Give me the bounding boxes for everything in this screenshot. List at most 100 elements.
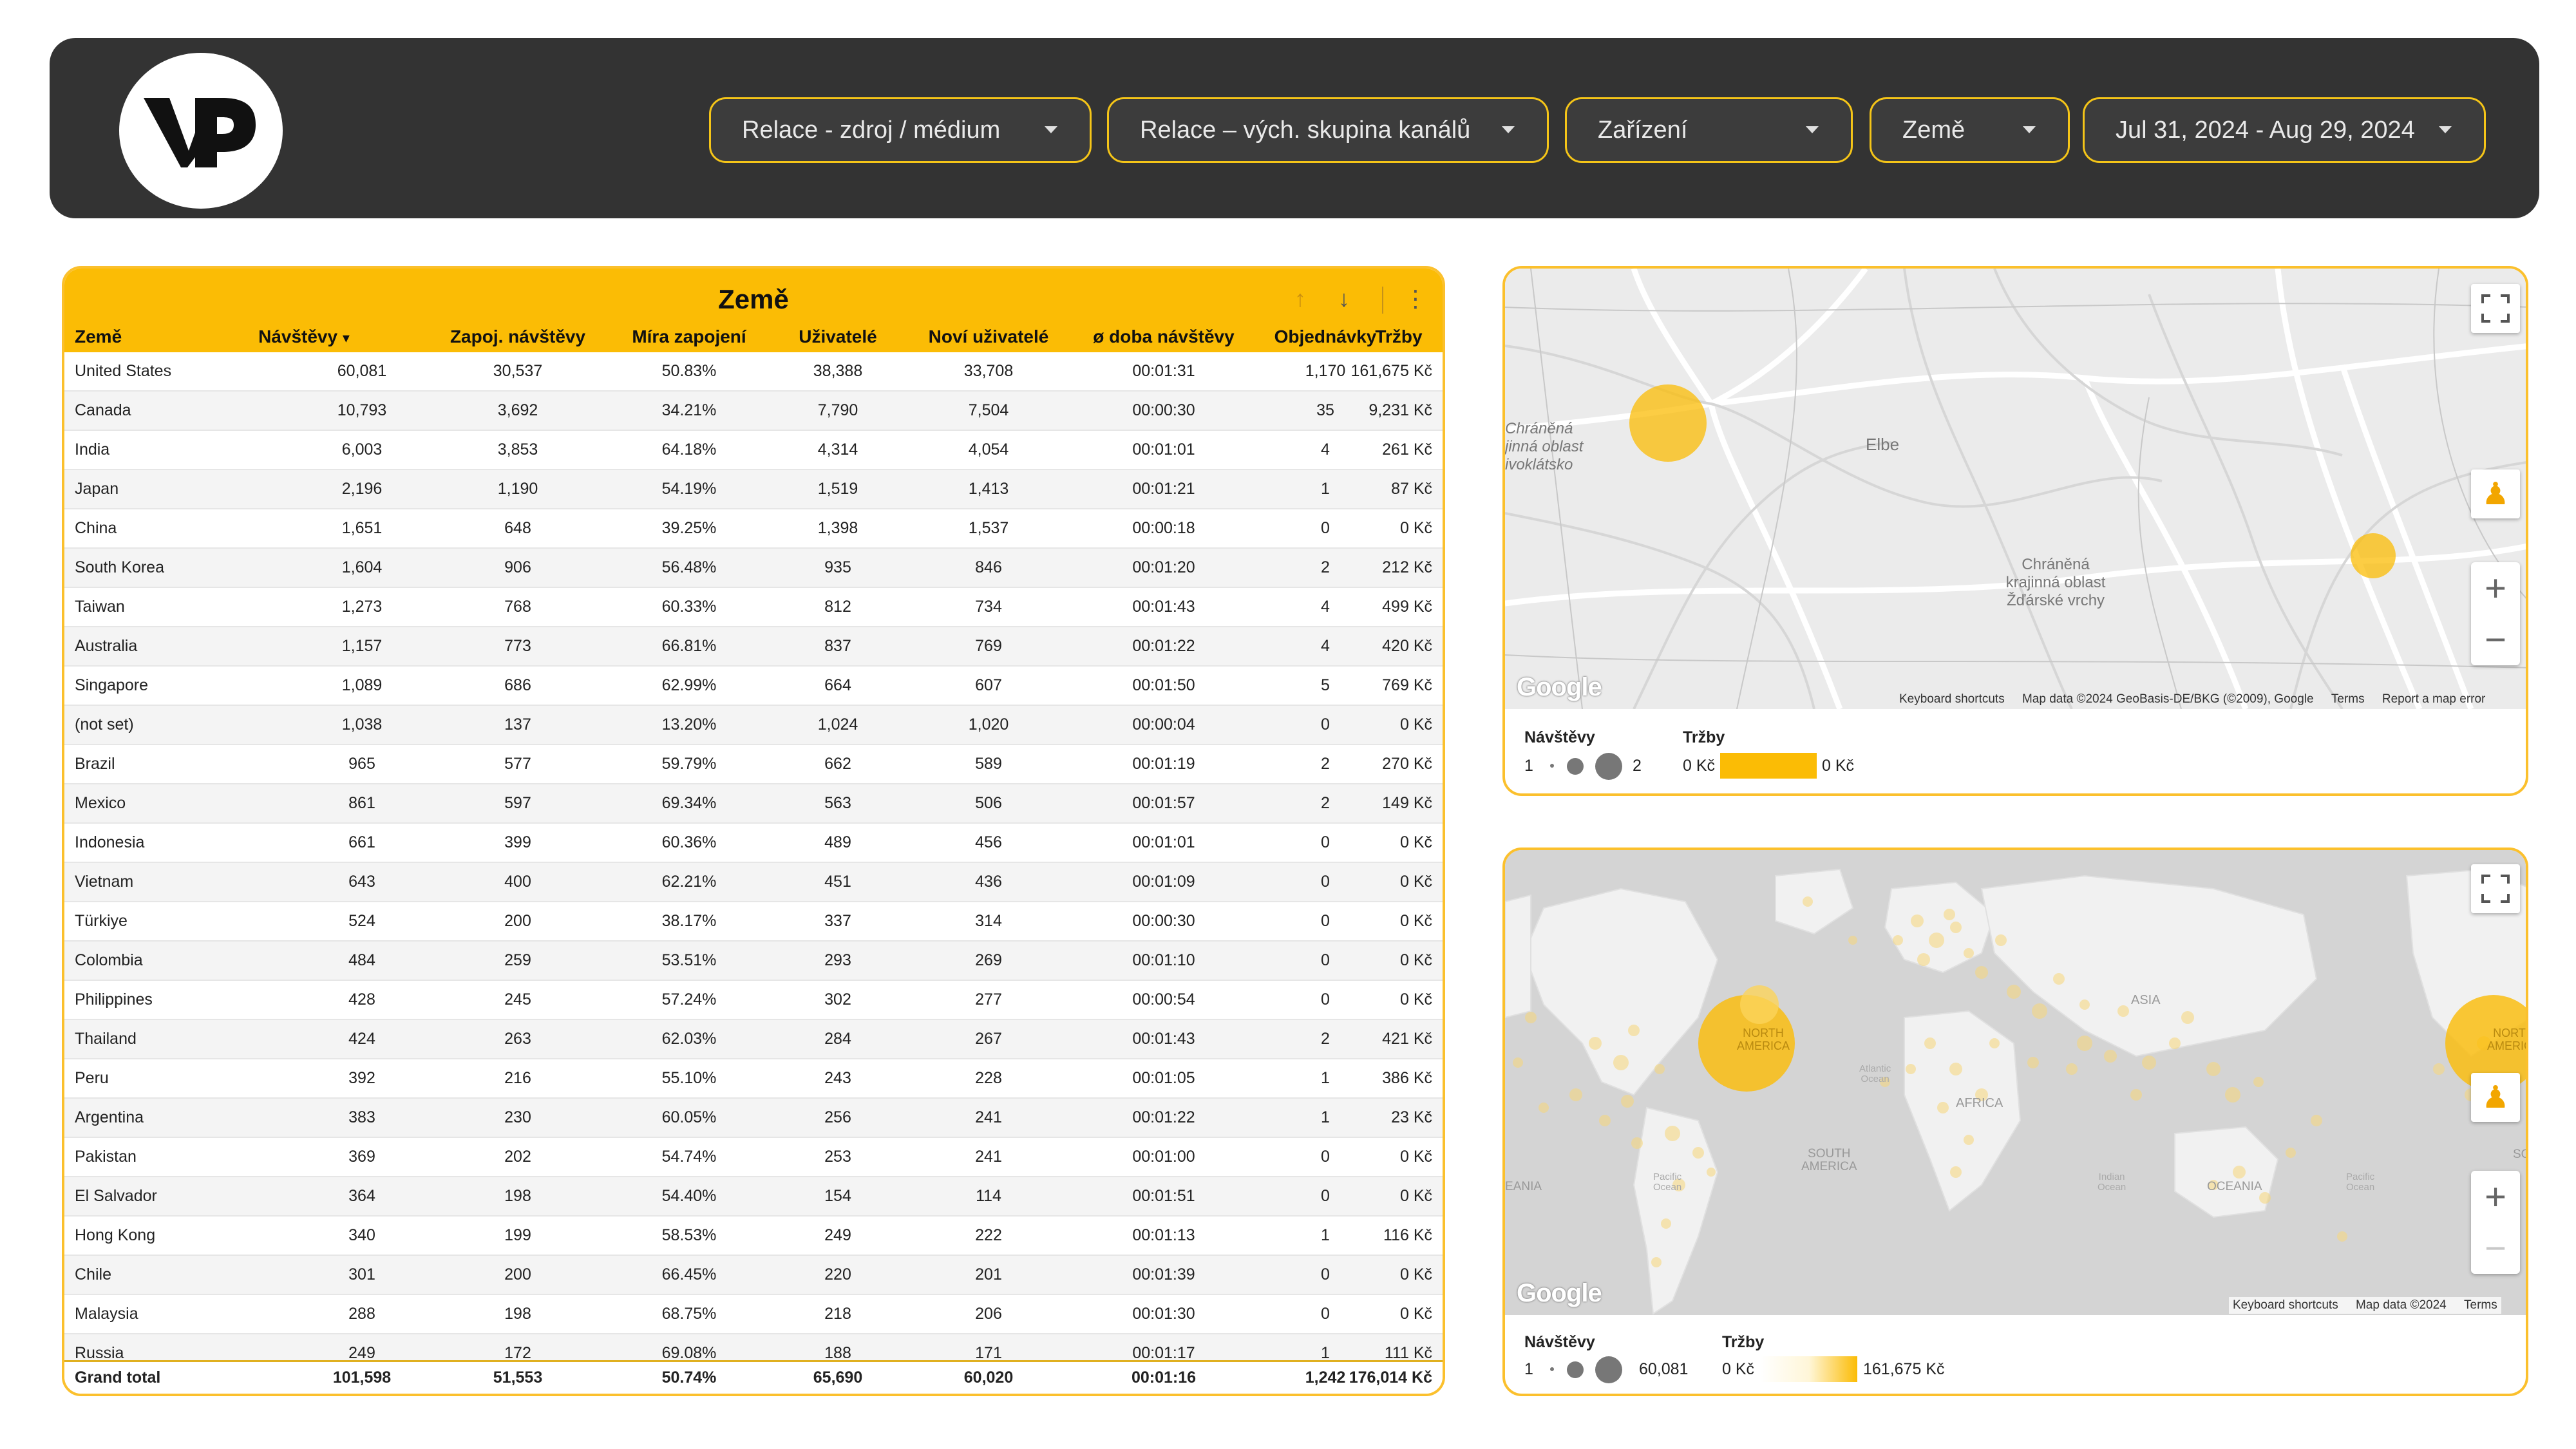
filter-channel-group[interactable]: Relace – vých. skupina kanálů [1107,97,1549,163]
cell-users: 489 [824,833,851,851]
column-header-users[interactable]: Uživatelé [799,327,877,346]
cell-new-users: 201 [975,1265,1002,1283]
cell-avg-duration: 00:01:05 [1132,1069,1195,1087]
cell-revenue: 386 Kč [1382,1069,1432,1087]
table-row[interactable]: Hong Kong 340 199 58.53% 249 222 00:01:13 1 116 … [64,1217,1443,1256]
cell-engagement-rate: 69.08% [661,1344,717,1362]
table-row[interactable]: Peru 392 216 55.10% 243 228 00:01:05 1 386 Kč [64,1059,1443,1099]
street-view-pegman-icon[interactable]: ♟ [2471,469,2520,518]
total-revenue: 176,014 Kč [1349,1368,1432,1387]
filter-source-medium[interactable]: Relace - zdroj / médium [709,97,1092,163]
keyboard-shortcuts-link[interactable]: Keyboard shortcuts [2233,1298,2338,1312]
cell-revenue: 499 Kč [1382,598,1432,616]
cell-engaged-visits: 597 [504,794,531,812]
vp-logo [119,53,283,209]
legend-color-title: Tržby [1722,1333,1765,1351]
cell-orders: 0 [1321,1187,1330,1205]
table-row[interactable]: Colombia 484 259 53.51% 293 269 00:01:10 0 0 Kč [64,942,1443,981]
regional-map[interactable]: Chráněná jinná oblast ivoklátsko Elbe Chrá… [1505,269,2526,710]
zoom-in-button[interactable]: + [2485,567,2506,609]
cell-country: Colombia [75,951,143,969]
cell-revenue: 87 Kč [1391,480,1432,498]
date-range-picker[interactable]: Jul 31, 2024 - Aug 29, 2024 [2083,97,2486,163]
cell-avg-duration: 00:00:04 [1132,715,1195,734]
map-bubble[interactable] [2351,533,2396,578]
cell-engaged-visits: 259 [504,951,531,969]
cell-country: Argentina [75,1108,144,1126]
table-row[interactable]: China 1,651 648 39.25% 1,398 1,537 00:00:18 0 0 … [64,509,1443,549]
cell-engagement-rate: 66.45% [661,1265,717,1283]
map-bubble[interactable] [1629,384,1707,462]
column-header-visits[interactable]: Návštěvy ▾ [240,327,368,347]
regional-map-roads [1505,269,2526,710]
table-row[interactable]: Pakistan 369 202 54.74% 253 241 00:01:00 0 0 Kč [64,1138,1443,1177]
fullscreen-icon[interactable] [2471,864,2520,913]
map-bubble-united-states-wrap[interactable] [2445,995,2528,1092]
column-header-engagement-rate[interactable]: Míra zapojení [632,327,746,346]
column-header-country[interactable]: Země [75,327,122,346]
cell-country: Singapore [75,676,148,694]
more-options-icon[interactable]: ⋮ [1404,285,1427,312]
cell-orders: 4 [1321,637,1330,655]
table-row[interactable]: Malaysia 288 198 68.75% 218 206 00:01:30 0 0 Kč [64,1295,1443,1334]
cell-revenue: 0 Kč [1399,1148,1432,1166]
legend-dot-medium [1567,758,1584,775]
column-header-engaged-visits[interactable]: Zapoj. návštěvy [450,327,586,346]
cell-orders: 5 [1321,676,1330,694]
cell-engagement-rate: 59.79% [661,755,717,773]
zoom-in-button[interactable]: + [2485,1175,2506,1218]
table-row[interactable]: Singapore 1,089 686 62.99% 664 607 00:01:50 5 76… [64,667,1443,706]
column-header-label: Návštěvy [258,327,338,346]
cell-new-users: 33,708 [963,362,1014,380]
fullscreen-icon[interactable] [2471,284,2520,333]
zoom-out-button[interactable]: − [2485,618,2506,661]
map-attribution: Keyboard shortcuts Map data ©2024 Terms [2229,1297,2501,1314]
table-row[interactable]: South Korea 1,604 906 56.48% 935 846 00:01:20 2… [64,549,1443,588]
table-row[interactable]: El Salvador 364 198 54.40% 154 114 00:01:51 0 0 … [64,1177,1443,1217]
table-row[interactable]: Brazil 965 577 59.79% 662 589 00:01:19 2 270 Kč [64,745,1443,784]
map-label-indian-ocean: Indian Ocean [2098,1171,2126,1193]
cell-users: 302 [824,990,851,1009]
table-row[interactable]: Japan 2,196 1,190 54.19% 1,519 1,413 00:01:21 1… [64,470,1443,509]
table-row[interactable]: Thailand 424 263 62.03% 284 267 00:01:43 2 421 K… [64,1020,1443,1059]
legend-color-min: 0 Kč [1683,757,1716,775]
table-row[interactable]: Taiwan 1,273 768 60.33% 812 734 00:01:43 4 499 K… [64,588,1443,627]
zoom-out-button[interactable]: − [2485,1227,2506,1269]
table-row[interactable]: Indonesia 661 399 60.36% 489 456 00:01:01 0 0 Kč [64,824,1443,863]
table-row[interactable]: United States 60,081 30,537 50.83% 38,388 33,… [64,352,1443,392]
table-row[interactable]: Australia 1,157 773 66.81% 837 769 00:01:22 4 42… [64,627,1443,667]
table-row[interactable]: Türkiye 524 200 38.17% 337 314 00:00:30 0 0 Kč [64,902,1443,942]
table-title: Země [718,284,789,314]
filter-country[interactable]: Země [1870,97,2070,163]
world-map[interactable]: NORTH AMERICA ASIA AFRICA SOUTH AMERICA OC… [1505,850,2526,1315]
table-row[interactable]: Vietnam 643 400 62.21% 451 436 00:01:09 0 0 Kč [64,863,1443,902]
table-row[interactable]: Argentina 383 230 60.05% 256 241 00:01:22 1 23 K… [64,1099,1443,1138]
column-header-orders[interactable]: Objednávky [1274,327,1377,346]
table-row[interactable]: (not set) 1,038 137 13.20% 1,024 1,020 00:00:0… [64,706,1443,745]
column-header-new-users[interactable]: Noví uživatelé [928,327,1049,346]
filter-device[interactable]: Zařízení [1565,97,1853,163]
table-row[interactable]: Canada 10,793 3,692 34.21% 7,790 7,504 00:00:3… [64,392,1443,431]
column-header-avg-duration[interactable]: ø doba návštěvy [1093,327,1235,346]
legend-size-max: 2 [1633,757,1642,775]
world-map-card: NORTH AMERICA ASIA AFRICA SOUTH AMERICA OC… [1502,848,2528,1396]
table-row[interactable]: Chile 301 200 66.45% 220 201 00:01:39 0 0 Kč [64,1256,1443,1295]
cell-avg-duration: 00:00:54 [1132,990,1195,1009]
cell-engagement-rate: 54.19% [661,480,717,498]
terms-link[interactable]: Terms [2331,692,2365,706]
map-bubble-canada[interactable] [1740,985,1779,1024]
report-map-error-link[interactable]: Report a map error [2382,692,2486,706]
table-row[interactable]: Philippines 428 245 57.24% 302 277 00:00:54 0 0 … [64,981,1443,1020]
sort-up-icon[interactable]: ↑ [1294,285,1306,312]
terms-link[interactable]: Terms [2464,1298,2497,1312]
table-row[interactable]: Mexico 861 597 69.34% 563 506 00:01:57 2 149 Kč [64,784,1443,824]
street-view-pegman-icon[interactable]: ♟ [2471,1073,2520,1122]
cell-country: Japan [75,480,119,498]
cell-users: 249 [824,1226,851,1244]
cell-revenue: 0 Kč [1399,1305,1432,1323]
column-header-revenue[interactable]: Tržby [1375,327,1423,346]
table-row[interactable]: India 6,003 3,853 64.18% 4,314 4,054 00:01:01 4… [64,431,1443,470]
cell-country: Türkiye [75,912,128,930]
sort-down-icon[interactable]: ↓ [1338,285,1350,312]
keyboard-shortcuts-link[interactable]: Keyboard shortcuts [1899,692,2005,706]
